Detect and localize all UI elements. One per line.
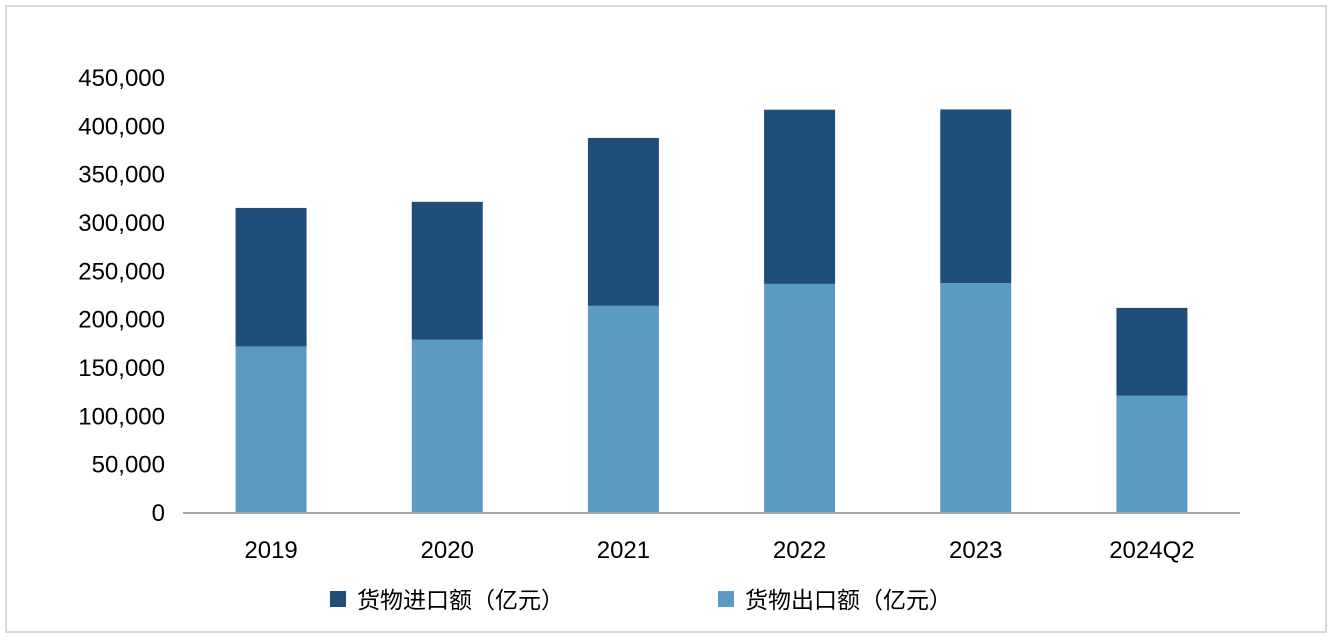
y-tick-label: 400,000 xyxy=(78,113,165,140)
legend-swatch xyxy=(718,591,734,607)
bar-export-segment xyxy=(411,339,483,513)
bar-import-segment xyxy=(1116,307,1188,396)
x-tick-label: 2024Q2 xyxy=(1109,537,1194,564)
bar-export-segment xyxy=(1116,395,1188,513)
y-axis-ticks: 0 50,000 100,000 150,000 200,000 250,000 300,0… xyxy=(78,65,165,527)
y-tick-label: 300,000 xyxy=(78,210,165,237)
y-tick-label: 200,000 xyxy=(78,307,165,334)
bar-export-segment xyxy=(587,305,659,513)
y-tick-label: 100,000 xyxy=(78,403,165,430)
y-tick-label: 350,000 xyxy=(78,162,165,189)
legend: 货物进口额（亿元） 货物出口额（亿元） xyxy=(330,588,952,614)
bar-import-segment xyxy=(587,137,659,306)
y-tick-label: 450,000 xyxy=(78,65,165,92)
bar-export-segment xyxy=(764,283,836,513)
x-tick-label: 2020 xyxy=(421,537,474,564)
legend-label: 货物进口额（亿元） xyxy=(357,588,564,614)
x-axis-ticks: 2019 2020 2021 2022 2023 2024Q2 xyxy=(244,537,1194,564)
bar-import-segment xyxy=(411,201,483,340)
x-tick-label: 2019 xyxy=(244,537,297,564)
chart-frame xyxy=(5,5,1327,633)
y-tick-label: 0 xyxy=(152,500,165,527)
y-tick-label: 50,000 xyxy=(92,452,165,479)
bar-export-segment xyxy=(235,346,307,513)
bar-import-segment xyxy=(940,109,1012,284)
x-tick-label: 2022 xyxy=(773,537,826,564)
bar-import-segment xyxy=(235,207,307,347)
y-tick-label: 250,000 xyxy=(78,258,165,285)
y-tick-label: 150,000 xyxy=(78,355,165,382)
x-tick-label: 2023 xyxy=(949,537,1002,564)
bar-import-segment xyxy=(764,109,836,284)
bars xyxy=(235,109,1188,513)
legend-label: 货物出口额（亿元） xyxy=(745,588,952,614)
bar-export-segment xyxy=(940,283,1012,513)
legend-swatch xyxy=(330,591,346,607)
x-tick-label: 2021 xyxy=(597,537,650,564)
